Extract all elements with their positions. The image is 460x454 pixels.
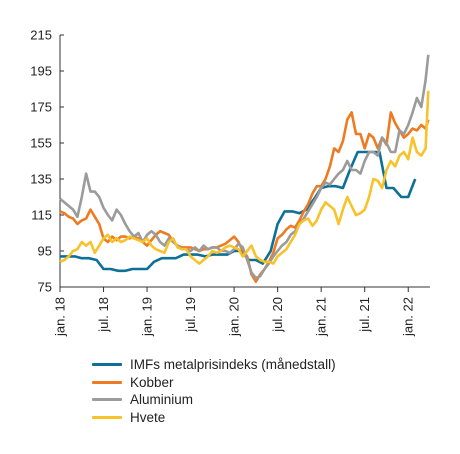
x-tick-label: jan. 19 bbox=[140, 297, 155, 337]
series-lines bbox=[59, 54, 430, 283]
y-tick-label: 75 bbox=[38, 280, 52, 295]
x-tick-label: jan. 18 bbox=[53, 297, 68, 337]
legend: IMFs metalprisindeks (månedstall) Kobber A… bbox=[92, 356, 336, 426]
x-tick-label: jan. 22 bbox=[401, 297, 416, 337]
legend-label: Kobber bbox=[130, 374, 174, 390]
x-tick-label: jul. 20 bbox=[270, 297, 285, 333]
x-tick-label: jan. 21 bbox=[314, 297, 329, 337]
legend-item: Aluminium bbox=[92, 391, 336, 409]
series-line-3 bbox=[59, 90, 430, 265]
x-tick-label: jul. 21 bbox=[357, 297, 372, 333]
y-tick-label: 115 bbox=[31, 208, 52, 223]
x-axis: jan. 18 jul. 18 jan. 19 jul. 19 jan. 20 jul. … bbox=[53, 286, 430, 337]
y-axis: 75 95 115 135 155 175 195 215 bbox=[30, 28, 64, 295]
legend-item: IMFs metalprisindeks (månedstall) bbox=[92, 356, 336, 374]
x-tick-label: jul. 19 bbox=[183, 297, 198, 333]
legend-swatch bbox=[92, 398, 122, 402]
y-tick-label: 215 bbox=[30, 28, 52, 43]
y-tick-label: 135 bbox=[30, 172, 52, 187]
series-line-2 bbox=[59, 54, 430, 280]
y-tick-label: 195 bbox=[30, 64, 52, 79]
legend-label: IMFs metalprisindeks (månedstall) bbox=[130, 357, 336, 373]
x-tick-label: jul. 18 bbox=[96, 297, 111, 333]
y-tick-label: 175 bbox=[30, 100, 52, 115]
legend-swatch bbox=[92, 380, 122, 384]
legend-swatch bbox=[92, 415, 122, 419]
x-tick-label: jan. 20 bbox=[227, 297, 242, 337]
legend-item: Hvete bbox=[92, 409, 336, 427]
legend-swatch bbox=[92, 363, 122, 367]
legend-label: Hvete bbox=[130, 409, 166, 425]
y-tick-label: 95 bbox=[38, 244, 52, 259]
y-tick-label: 155 bbox=[30, 136, 52, 151]
series-line-0 bbox=[60, 150, 417, 273]
legend-item: Kobber bbox=[92, 374, 336, 392]
legend-label: Aluminium bbox=[130, 392, 194, 408]
